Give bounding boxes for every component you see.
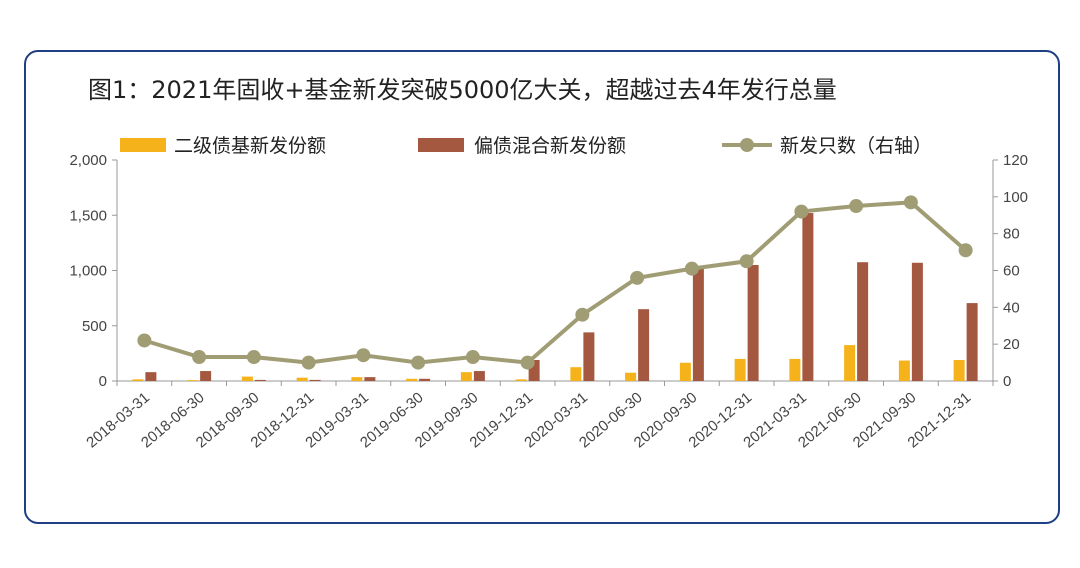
count-line-point (465, 350, 480, 365)
bar-partial-bond (364, 377, 376, 381)
bar-partial-bond (583, 332, 595, 381)
bar-secondary-bond (187, 380, 199, 381)
bar-partial-bond (145, 372, 157, 381)
bar-secondary-bond (625, 372, 637, 381)
count-line-point (575, 307, 590, 322)
bar-secondary-bond (460, 372, 472, 381)
count-line-point (520, 355, 535, 370)
right-tick-label: 120 (1003, 152, 1028, 169)
count-line-point (137, 333, 152, 348)
count-line-point (958, 243, 973, 258)
bars (132, 213, 978, 381)
chart-frame (24, 50, 1060, 524)
count-line-point (192, 350, 207, 365)
bar-partial-bond (966, 303, 978, 381)
count-line-point (794, 204, 809, 219)
legend-swatch-partial-bond (418, 138, 464, 152)
left-tick-label: 0 (99, 373, 107, 390)
bar-secondary-bond (789, 358, 801, 381)
bar-secondary-bond (515, 379, 527, 381)
bar-partial-bond (309, 379, 321, 381)
count-line-point (849, 199, 864, 214)
bar-partial-bond (911, 262, 923, 381)
legend-swatch-secondary-bond (120, 138, 166, 152)
right-tick-label: 40 (1003, 299, 1020, 316)
count-line-point (684, 261, 699, 276)
count-line-point (411, 355, 426, 370)
right-tick-label: 80 (1003, 226, 1020, 243)
legend-label-partial-bond: 偏债混合新发份额 (474, 135, 626, 157)
bar-secondary-bond (351, 377, 363, 381)
bar-secondary-bond (241, 376, 253, 381)
bar-partial-bond (473, 371, 485, 381)
legend: 二级债基新发份额 偏债混合新发份额 新发只数（右轴） (120, 135, 932, 157)
count-line-path (143, 200, 967, 365)
axes: 0 500 1,000 1,500 2,000 0 20 40 60 80 100 120 (69, 152, 1028, 390)
legend-label-count: 新发只数（右轴） (780, 135, 932, 157)
count-line-point (246, 350, 261, 365)
bar-secondary-bond (844, 345, 856, 381)
left-tick-label: 1,500 (69, 207, 107, 224)
count-line-point (301, 355, 316, 370)
bar-secondary-bond (953, 360, 965, 381)
right-tick-label: 0 (1003, 373, 1011, 390)
legend-swatch-count-point (740, 138, 754, 152)
bar-partial-bond (419, 378, 431, 381)
bar-secondary-bond (406, 378, 418, 381)
count-line-point (630, 270, 645, 285)
right-tick-label: 60 (1003, 263, 1020, 280)
line-series (137, 195, 973, 370)
bar-secondary-bond (679, 362, 691, 381)
bar-secondary-bond (296, 377, 308, 381)
bar-partial-bond (692, 268, 704, 381)
bar-partial-bond (200, 371, 212, 381)
count-line-point (903, 195, 918, 210)
bar-secondary-bond (132, 379, 144, 381)
x-axis-labels: 2018-03-312018-06-302018-09-302018-12-31… (83, 389, 974, 451)
left-tick-label: 500 (82, 318, 107, 335)
legend-label-secondary-bond: 二级债基新发份额 (174, 135, 326, 157)
bar-partial-bond (638, 309, 650, 381)
bar-secondary-bond (898, 360, 910, 381)
left-tick-label: 1,000 (69, 263, 107, 280)
bar-secondary-bond (734, 358, 746, 381)
bar-partial-bond (802, 213, 814, 381)
bar-partial-bond (747, 264, 759, 381)
right-tick-label: 20 (1003, 336, 1020, 353)
bar-partial-bond (528, 360, 540, 381)
chart-title: 图1：2021年固收+基金新发突破5000亿大关，超越过去4年发行总量 (88, 76, 837, 104)
count-line-point (356, 348, 371, 363)
bar-partial-bond (857, 262, 869, 381)
count-line-point (739, 254, 754, 269)
left-tick-label: 2,000 (69, 152, 107, 169)
bar-partial-bond (254, 379, 266, 381)
bar-secondary-bond (570, 367, 582, 381)
right-tick-label: 100 (1003, 189, 1028, 206)
